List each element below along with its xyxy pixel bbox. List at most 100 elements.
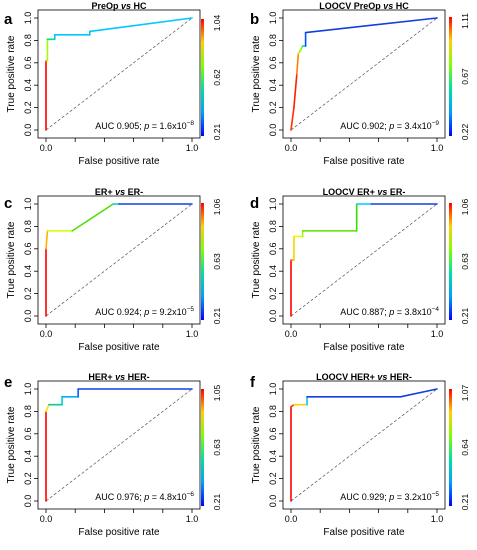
colorbar-label: 1.07 (460, 384, 470, 401)
panel-letter: b (250, 11, 259, 28)
roc-curve-segment (71, 203, 114, 232)
y-tick-label: 1.0 (268, 12, 278, 25)
y-tick-label: 0.4 (268, 265, 278, 278)
y-tick-label: 0.6 (268, 428, 278, 441)
y-tick-label: 1.0 (23, 383, 33, 396)
y-tick-label: 0.2 (268, 101, 278, 114)
roc-curve-segment (296, 53, 300, 75)
y-axis-title: True positive rate (6, 221, 17, 298)
chance-diagonal (45, 388, 193, 502)
y-tick-label: 0.6 (268, 243, 278, 256)
y-tick-label: 0.0 (268, 124, 278, 137)
x-tick-label: 1.0 (431, 514, 444, 524)
colorbar (201, 203, 204, 320)
y-axis-title: True positive rate (6, 406, 17, 483)
x-tick-label: 0.0 (285, 329, 298, 339)
y-tick-label: 0.8 (23, 34, 33, 47)
y-axis-title: True positive rate (251, 406, 262, 483)
panel-letter: d (250, 195, 259, 212)
colorbar (449, 17, 452, 136)
plot-frame (37, 195, 201, 325)
y-tick-label: 0.4 (268, 79, 278, 92)
y-tick-label: 0.6 (268, 57, 278, 70)
x-tick-label: 1.0 (431, 143, 444, 153)
colorbar (449, 203, 452, 320)
y-tick-label: 0.2 (23, 472, 33, 485)
colorbar-label: 1.11 (460, 13, 470, 29)
y-tick-label: 0.4 (23, 265, 33, 278)
x-tick-label: 0.0 (285, 514, 298, 524)
colorbar-label: 0.64 (460, 439, 470, 456)
y-tick-label: 0.8 (268, 405, 278, 418)
plot-frame (282, 380, 446, 510)
y-tick-label: 0.4 (23, 79, 33, 92)
colorbar-label: 1.06 (212, 198, 222, 215)
x-axis-title: False positive rate (323, 527, 405, 538)
colorbar-label: 0.62 (212, 69, 222, 86)
y-tick-label: 0.2 (268, 287, 278, 300)
plot-frame (282, 195, 446, 325)
roc-curve-segment (45, 230, 49, 250)
y-axis-title: True positive rate (6, 35, 17, 112)
panel-title: PreOp vs HC (91, 1, 147, 11)
plot-frame (37, 380, 201, 510)
y-tick-label: 0.0 (268, 310, 278, 323)
panel-title: HER+ vs HER- (88, 372, 149, 382)
x-tick-label: 1.0 (186, 143, 199, 153)
y-tick-label: 1.0 (23, 12, 33, 25)
y-tick-label: 0.2 (23, 101, 33, 114)
y-tick-label: 0.8 (23, 405, 33, 418)
colorbar-label: 0.22 (460, 123, 470, 140)
y-tick-label: 0.2 (23, 287, 33, 300)
colorbar (201, 389, 204, 506)
auc-annotation: AUC 0.887; p = 3.8x10−4 (340, 306, 439, 317)
auc-annotation: AUC 0.924; p = 9.2x10−5 (95, 306, 194, 317)
colorbar-label: 0.67 (460, 68, 470, 85)
y-tick-label: 1.0 (23, 198, 33, 211)
panel-letter: f (250, 374, 256, 391)
colorbar-label: 1.04 (212, 14, 222, 31)
x-tick-label: 1.0 (431, 329, 444, 339)
y-tick-label: 0.0 (23, 495, 33, 508)
chance-diagonal (45, 203, 193, 317)
roc-panel-e: e HER+ vs HER- 0.0 1.0 0.0 0.2 0.4 0.6 0.8 1.0 Fal… (4, 372, 222, 538)
colorbar-label: 1.05 (212, 384, 222, 401)
y-axis-title: True positive rate (251, 35, 262, 112)
y-tick-label: 1.0 (268, 383, 278, 396)
y-tick-label: 0.0 (23, 124, 33, 137)
x-tick-label: 0.0 (285, 143, 298, 153)
roc-panel-d: d LOOCV ER+ vs ER- 0.0 1.0 0.0 0.2 0.4 0.6 0.8 1.… (250, 187, 470, 353)
panel-letter: e (4, 374, 12, 391)
colorbar-label: 0.21 (212, 123, 222, 140)
auc-annotation: AUC 0.902; p = 3.4x10−9 (340, 120, 439, 131)
colorbar-label: 1.06 (460, 198, 470, 215)
panel-title: LOOCV HER+ vs HER- (316, 372, 412, 382)
roc-curve-segment (45, 403, 50, 413)
y-tick-label: 0.2 (268, 472, 278, 485)
x-tick-label: 0.0 (40, 329, 53, 339)
roc-curve-segment (293, 73, 298, 109)
x-tick-label: 0.0 (40, 514, 53, 524)
plot-frame (282, 9, 446, 139)
colorbar-label: 0.63 (212, 253, 222, 270)
y-tick-label: 1.0 (268, 198, 278, 211)
panel-letter: c (4, 195, 12, 212)
y-tick-label: 0.4 (23, 450, 33, 463)
panel-title: ER+ vs ER- (95, 187, 143, 197)
y-tick-label: 0.0 (23, 310, 33, 323)
colorbar (449, 389, 452, 506)
roc-panel-b: b LOOCV PreOp vs HC 0.0 1.0 0.0 0.2 0.4 0.6 0.8 1… (250, 1, 470, 167)
panel-title: LOOCV PreOp vs HC (319, 1, 409, 11)
colorbar-label: 0.63 (460, 253, 470, 270)
colorbar-label: 0.21 (460, 493, 470, 510)
x-axis-title: False positive rate (323, 342, 405, 353)
colorbar-label: 0.63 (212, 439, 222, 456)
roc-panel-f: f LOOCV HER+ vs HER- 0.0 1.0 0.0 0.2 0.4 0.6 0.8… (250, 372, 470, 538)
y-tick-label: 0.6 (23, 428, 33, 441)
roc-panel-a: a PreOp vs HC 0.0 1.0 0.0 0.2 0.4 0.6 0.8 1.0 Fals… (4, 1, 222, 167)
x-axis-title: False positive rate (323, 156, 405, 167)
panel-title: LOOCV ER+ vs ER- (323, 187, 406, 197)
panel-letter: a (4, 11, 13, 28)
y-tick-label: 0.6 (23, 243, 33, 256)
